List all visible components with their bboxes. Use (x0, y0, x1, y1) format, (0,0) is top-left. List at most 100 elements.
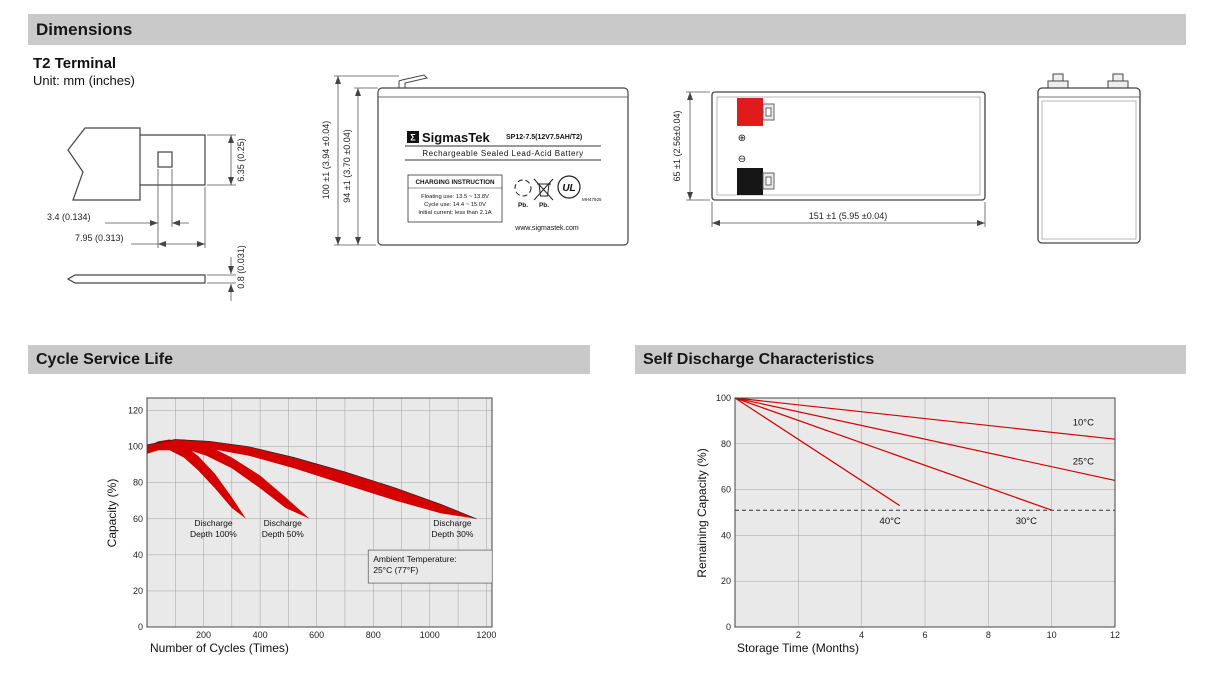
series-line (734, 397, 1116, 481)
sigma-logo-box (407, 131, 419, 143)
series-line (734, 397, 901, 507)
battery-type-label: Rechargeable Sealed Lead-Acid Battery (422, 149, 583, 158)
case-inner-outline-end (1041, 100, 1137, 240)
plot-border (734, 397, 1116, 628)
series-label: 30°C (1016, 516, 1037, 527)
y-tick-label: 40 (133, 550, 143, 560)
dimension-lines (105, 134, 236, 301)
section-header-dimensions: Dimensions (28, 14, 1186, 45)
x-tick-label: 200 (196, 630, 211, 640)
x-tick-label: 1000 (420, 630, 440, 640)
charging-line-3: Initial current: less than 2.1A (418, 210, 491, 216)
dim-tab-width-label: 6.35 (0.25) (236, 138, 246, 182)
charging-line-2: Cycle use: 14.4 ~ 15.0V (424, 202, 486, 208)
positive-terminal-tab (762, 103, 775, 121)
terminal-side-view (66, 274, 206, 284)
negative-terminal-marker (737, 168, 763, 195)
battery-case-front (377, 74, 629, 246)
model-number: SP12-7.5(12V7.5AH/T2) (506, 134, 582, 141)
pb-no-trash-icon (533, 178, 554, 201)
battery-side-view-drawing: ⊕ ⊖ 65 ±1 (2.56±0.04) 151 ±1 (5.95 ±0.04… (672, 91, 986, 227)
annotation-text: 25°C (77°F) (373, 565, 418, 575)
battery-case-side (711, 91, 986, 201)
terminal-top-view (67, 127, 206, 201)
dim-tab-length-label: 7.95 (0.313) (75, 233, 124, 243)
y-tick-label: 20 (721, 576, 731, 586)
negative-symbol: ⊖ (738, 154, 746, 165)
annotation-text: Discharge (433, 518, 472, 528)
x-tick-label: 12 (1110, 630, 1120, 640)
positive-terminal-marker (737, 98, 763, 126)
dimension-lines (686, 91, 986, 227)
annotation-text: Discharge (264, 518, 303, 528)
self-discharge-chart: 10°C 25°C 30°C 40°C 2 4 6 8 10 12 0 20 40 60 80 100 (716, 393, 1120, 640)
band-outline (146, 439, 477, 520)
series-label: 25°C (1073, 456, 1094, 467)
ul-code: MH47925 (582, 197, 602, 202)
y-tick-label: 120 (128, 406, 143, 416)
y-tick-label: 80 (721, 439, 731, 449)
sd-chart-x-axis-label: Storage Time (Months) (737, 641, 860, 655)
x-tick-label: 2 (796, 630, 801, 640)
battery-end-view-drawing (1037, 73, 1141, 244)
pb-recycle-label: Pb. (518, 202, 528, 209)
pb-recycle-icon (514, 179, 532, 197)
x-tick-label: 400 (253, 630, 268, 640)
series-label: 10°C (1073, 417, 1094, 428)
y-tick-label: 80 (133, 478, 143, 488)
dim-length-label: 151 ±1 (5.95 ±0.04) (809, 211, 887, 221)
dimension-lines (334, 75, 399, 246)
dim-thickness-label: 0.8 (0.031) (236, 245, 246, 289)
dim-case-height-label: 94 ±1 (3.70 ±0.04) (342, 129, 352, 202)
battery-front-view-drawing: Σ SigmasTek SP12-7.5(12V7.5AH/T2) Rechar… (321, 74, 629, 246)
dim-slot-width-label: 3.4 (0.134) (47, 212, 91, 222)
section-header-self-discharge: Self Discharge Characteristics (635, 345, 1186, 374)
annotation-text: Discharge (194, 518, 233, 528)
terminal-type-label: T2 Terminal (33, 55, 117, 72)
charging-line-1: Floating use: 13.5 ~ 13.8V (421, 194, 489, 200)
x-tick-label: 4 (859, 630, 864, 640)
x-tick-label: 6 (922, 630, 927, 640)
plot-border (146, 397, 493, 628)
website-url: www.sigmastek.com (514, 225, 579, 232)
charging-title: CHARGING INSTRUCTION (415, 179, 495, 186)
brand-name: SigmasTek (422, 130, 490, 145)
battery-case-end (1037, 87, 1141, 244)
unit-note: Unit: mm (inches) (33, 73, 135, 88)
y-tick-label: 40 (721, 530, 731, 540)
charging-instruction-box (407, 174, 503, 223)
annotation-text: Depth 50% (262, 529, 304, 539)
cycle-chart-y-axis-label: Capacity (%) (105, 478, 119, 548)
battery-label: Σ SigmasTek SP12-7.5(12V7.5AH/T2) Rechar… (405, 130, 602, 232)
y-tick-label: 0 (138, 622, 143, 632)
annotation-text: Depth 30% (431, 529, 473, 539)
terminal-slot (157, 151, 173, 168)
cycle-service-life-chart: 200 400 600 800 1000 1200 0 20 40 60 80 100 120 Disch… (128, 397, 496, 640)
y-tick-label: 0 (726, 622, 731, 632)
x-tick-label: 600 (309, 630, 324, 640)
y-tick-label: 100 (128, 442, 143, 452)
y-tick-label: 100 (716, 393, 731, 403)
x-tick-label: 1200 (476, 630, 496, 640)
annotation-box (367, 549, 493, 584)
t2-terminal-detail-drawing: 3.4 (0.134) 7.95 (0.313) 6.35 (0.25) 0.8… (47, 127, 246, 301)
y-tick-label: 60 (721, 485, 731, 495)
x-tick-label: 8 (986, 630, 991, 640)
terminal-tab-front (398, 74, 428, 88)
y-tick-label: 20 (133, 586, 143, 596)
terminal-tabs-end (1047, 73, 1129, 90)
cycle-chart-x-axis-label: Number of Cycles (Times) (150, 641, 289, 655)
x-tick-label: 800 (366, 630, 381, 640)
dim-total-height-label: 100 ±1 (3.94 ±0.04) (321, 121, 331, 199)
x-tick-label: 10 (1047, 630, 1057, 640)
ul-mark-icon: UL (557, 175, 581, 199)
plot-area (147, 398, 492, 627)
pb-trash-label: Pb. (539, 202, 549, 209)
annotation-text: Ambient Temperature: (373, 554, 456, 564)
series-label: 40°C (880, 516, 901, 527)
y-tick-label: 60 (133, 514, 143, 524)
sigma-logo: Σ (410, 133, 416, 143)
negative-terminal-tab (762, 172, 775, 190)
series-line (734, 397, 1116, 440)
